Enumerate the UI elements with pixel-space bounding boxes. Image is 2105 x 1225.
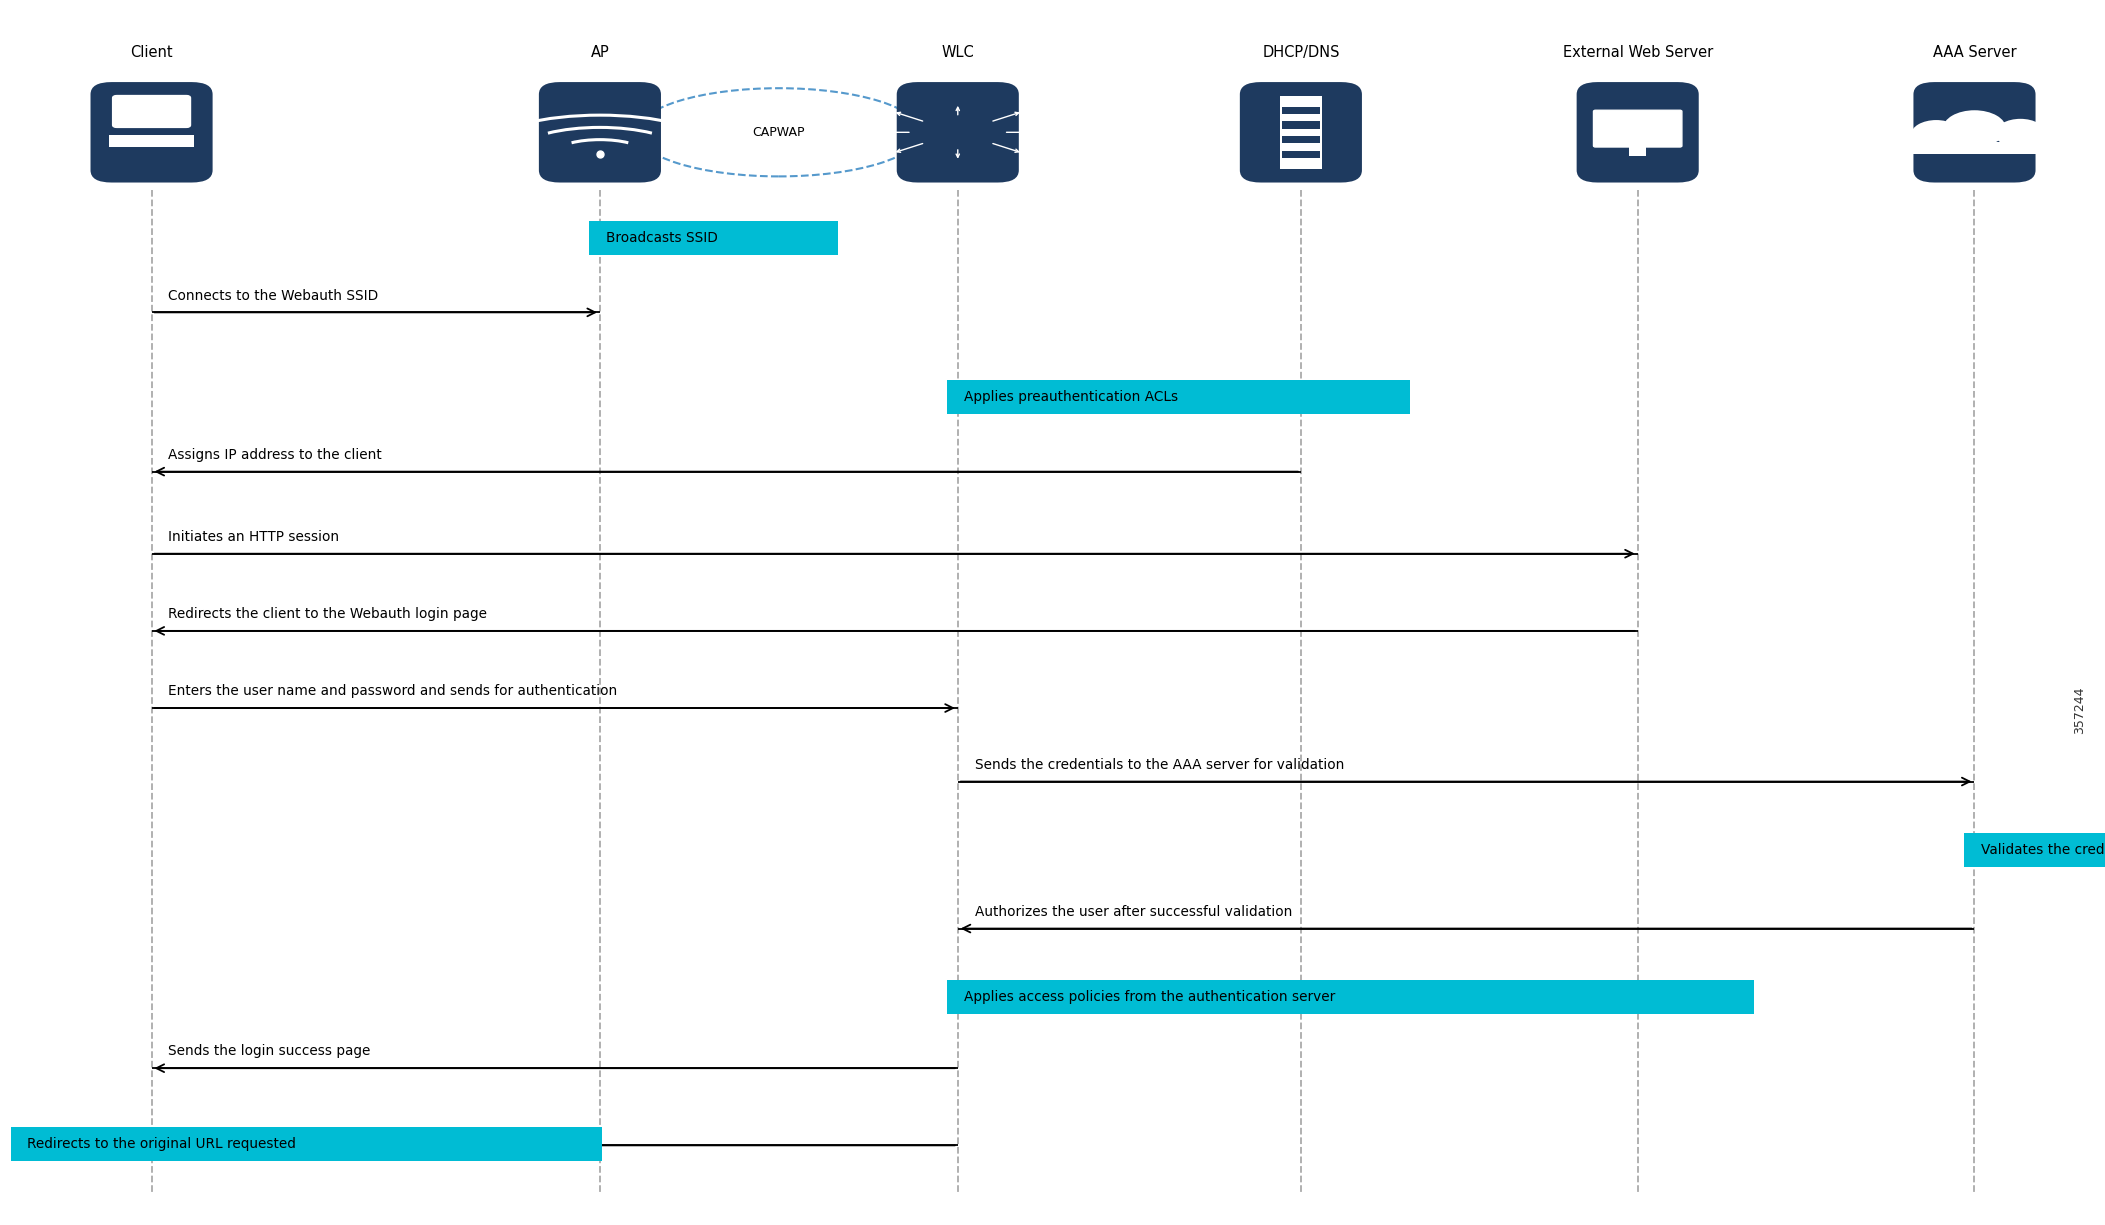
Text: Connects to the Webauth SSID: Connects to the Webauth SSID [168,289,379,303]
Bar [1890,142,2059,154]
Text: Redirects the client to the Webauth login page: Redirects the client to the Webauth logi… [168,608,488,621]
Bar [1282,136,1320,143]
Text: Initiates an HTTP session: Initiates an HTTP session [168,530,339,544]
Circle shape [1996,119,2046,148]
Text: Authorizes the user after successful validation: Authorizes the user after successful val… [975,905,1292,919]
Text: Sends the credentials to the AAA server for validation: Sends the credentials to the AAA server … [975,758,1343,772]
Bar [1629,145,1646,156]
Circle shape [1880,131,1918,153]
Bar [1282,107,1320,114]
Circle shape [2031,130,2069,152]
Text: Applies access policies from the authentication server: Applies access policies from the authent… [964,990,1335,1004]
Text: Enters the user name and password and sends for authentication: Enters the user name and password and se… [168,685,617,698]
FancyBboxPatch shape [1577,82,1699,183]
Text: Assigns IP address to the client: Assigns IP address to the client [168,448,383,462]
Text: Applies preauthentication ACLs: Applies preauthentication ACLs [964,390,1179,404]
Text: Client: Client [131,45,173,60]
FancyBboxPatch shape [112,96,189,127]
Text: AAA Server: AAA Server [1932,45,2017,60]
Text: AP: AP [592,45,608,60]
Text: Sends the login success page: Sends the login success page [168,1045,370,1058]
Circle shape [1911,120,1962,149]
Text: Redirects to the original URL requested: Redirects to the original URL requested [27,1137,297,1151]
Bar [589,220,838,255]
Ellipse shape [638,88,922,176]
Text: CAPWAP: CAPWAP [754,126,804,138]
Circle shape [1943,110,2006,147]
Bar [1282,121,1320,129]
Text: Broadcasts SSID: Broadcasts SSID [606,230,718,245]
Bar [11,1127,602,1161]
Bar [1280,96,1322,169]
FancyBboxPatch shape [539,82,661,183]
Bar [947,980,1753,1014]
Text: Validates the credentials against the database: Validates the credentials against the da… [1981,843,2105,858]
FancyBboxPatch shape [91,82,213,183]
Text: WLC: WLC [941,45,975,60]
FancyBboxPatch shape [1240,82,1362,183]
FancyBboxPatch shape [897,82,1019,183]
FancyBboxPatch shape [1593,110,1682,147]
Text: External Web Server: External Web Server [1562,45,1713,60]
Text: DHCP/DNS: DHCP/DNS [1263,45,1339,60]
Bar [1964,833,2105,867]
Bar [1282,151,1320,158]
Bar [109,135,194,147]
Bar [947,380,1410,414]
FancyBboxPatch shape [1913,82,2036,183]
Text: 357244: 357244 [2073,687,2086,734]
